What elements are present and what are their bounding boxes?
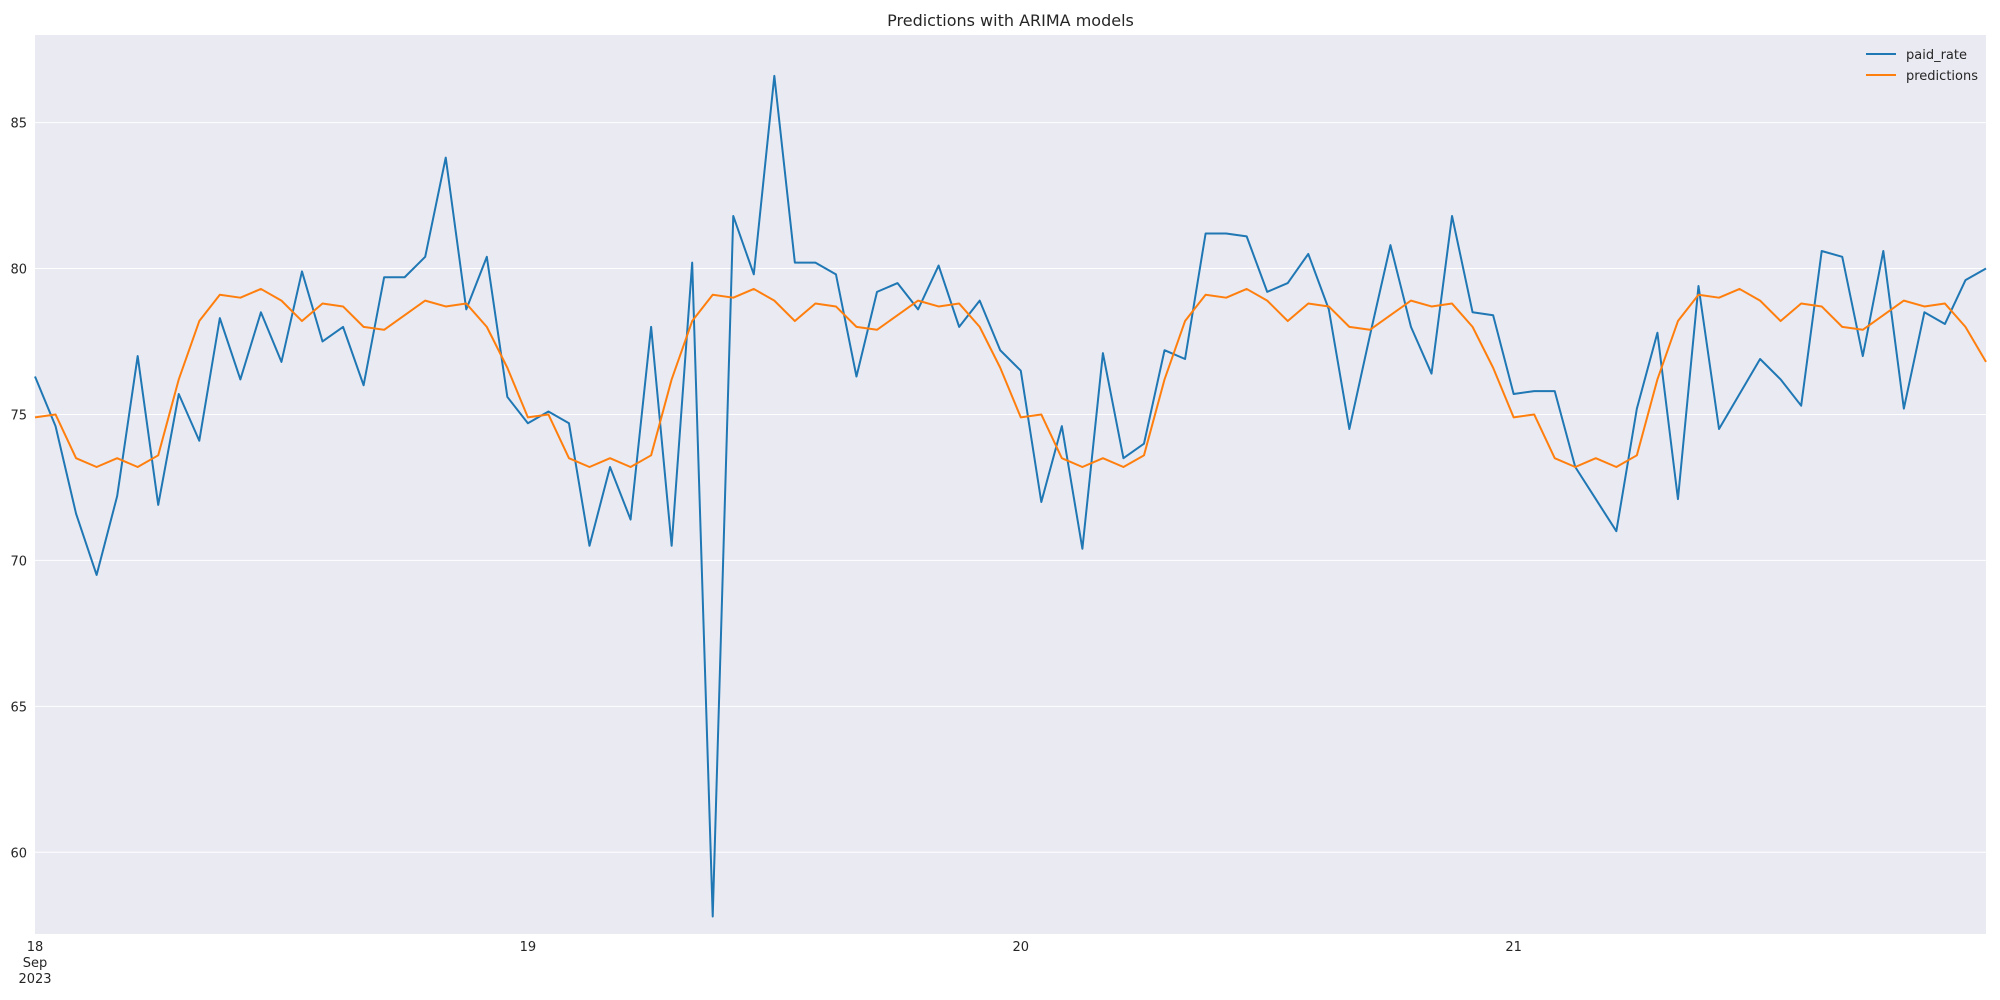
y-tick-label: 80 <box>10 263 27 278</box>
x-tick-label: 18 Sep 2023 <box>18 940 51 987</box>
plot-area <box>35 35 1986 934</box>
grid <box>35 122 1986 853</box>
legend-label-paid_rate: paid_rate <box>1906 48 1967 63</box>
chart-title: Predictions with ARIMA models <box>887 11 1134 30</box>
legend-label-predictions: predictions <box>1906 69 1978 84</box>
series-line-predictions <box>34 287 1987 468</box>
x-tick-label: 19 <box>520 940 537 955</box>
y-tick-label: 85 <box>10 117 27 132</box>
x-tick-label: 20 <box>1012 940 1029 955</box>
y-tick-label: 75 <box>10 408 27 423</box>
y-tick-label: 65 <box>10 700 27 715</box>
series-line-paid_rate <box>34 74 1987 918</box>
y-tick-label: 60 <box>10 846 27 861</box>
x-tick-label: 21 <box>1505 940 1522 955</box>
legend: paid_rate predictions <box>1866 48 1978 84</box>
axes: 60 65 70 75 80 85 18 Sep 2023 19 20 21 <box>10 117 1521 987</box>
series-group <box>34 74 1987 918</box>
y-tick-label: 70 <box>10 554 27 569</box>
